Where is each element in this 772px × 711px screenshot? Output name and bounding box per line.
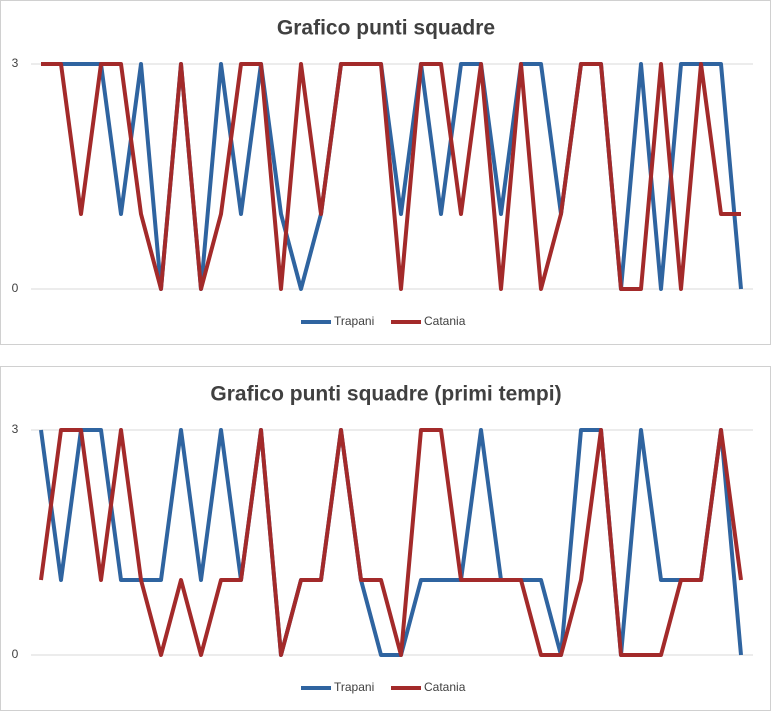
chart-title: Grafico punti squadre (277, 17, 495, 40)
legend-label: Trapani (334, 680, 374, 694)
y-tick-label: 3 (12, 422, 19, 436)
chart-title: Grafico punti squadre (primi tempi) (210, 383, 561, 406)
y-tick-label: 3 (12, 56, 19, 70)
legend-label: Catania (424, 680, 466, 694)
legend-label: Trapani (334, 314, 374, 328)
legend-label: Catania (424, 314, 466, 328)
series-line (39, 428, 743, 657)
series-line (41, 62, 743, 291)
y-tick-label: 0 (12, 281, 19, 295)
series-line (41, 62, 741, 291)
y-tick-label: 0 (12, 647, 19, 661)
series-line (39, 428, 743, 657)
